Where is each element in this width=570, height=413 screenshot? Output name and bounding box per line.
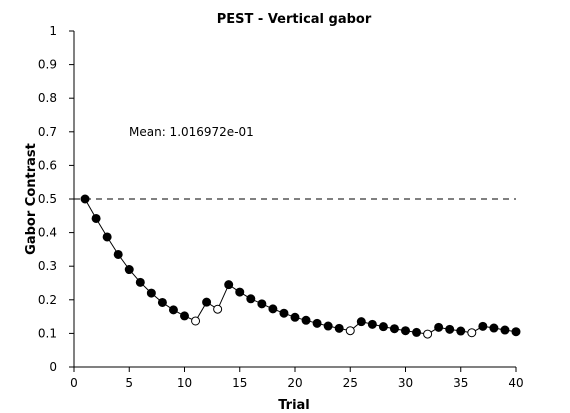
data-point [500,325,510,335]
data-point [478,321,488,331]
data-point-open [423,329,433,339]
data-point [279,308,289,318]
x-tick-label: 40 [508,376,523,390]
y-tick-label: 0.2 [38,293,57,307]
data-point [412,327,422,337]
x-tick-label: 20 [287,376,302,390]
y-tick-label: 0.8 [38,91,57,105]
data-point-open [467,328,477,338]
data-point [124,265,134,275]
data-point [434,322,444,332]
x-tick-label: 25 [343,376,358,390]
y-tick-label: 0.1 [38,326,57,340]
data-point [202,297,212,307]
x-axis-label: Trial [278,398,310,413]
data-point [246,294,256,304]
data-point [456,326,466,336]
y-tick-label: 1 [49,24,57,38]
data-point [268,304,278,314]
data-point [224,280,234,290]
data-point [389,324,399,334]
series-line [84,198,517,335]
data-point [135,277,145,287]
data-point [511,327,521,337]
data-point [323,321,333,331]
data-point [334,323,344,333]
x-tick-label: 10 [177,376,192,390]
x-tick-label: 15 [232,376,247,390]
data-point [113,249,123,259]
data-point-open [213,304,223,314]
data-point [80,194,90,204]
y-tick-label: 0 [49,360,57,374]
data-point [367,319,377,329]
y-axis-label: Gabor Contrast [24,143,39,255]
x-tick-label: 35 [453,376,468,390]
chart-title: PEST - Vertical gabor [217,12,372,27]
data-point [312,318,322,328]
data-point [168,305,178,315]
x-tick-label: 5 [125,376,133,390]
data-point [180,311,189,321]
data-point-open [191,316,201,326]
x-tick-label: 0 [70,376,78,390]
data-point [102,232,112,242]
data-point [235,287,245,297]
data-point [146,288,156,298]
data-point [356,317,366,327]
plot-area: 00.10.20.30.40.50.60.70.80.910 5 10 15 20 25 3… [38,24,524,390]
x-tick-label: 30 [398,376,413,390]
data-point [257,299,267,309]
data-point [301,315,311,325]
data-point [157,297,167,307]
data-point [445,324,455,334]
data-point [489,323,499,333]
y-tick-label: 0.7 [38,125,57,139]
y-tick-label: 0.6 [38,158,57,172]
mean-annotation: Mean: 1.016972e-01 [129,125,254,139]
data-point [378,322,388,332]
data-point [290,312,300,322]
y-tick-label: 0.9 [38,58,57,72]
data-point [91,213,101,223]
y-tick-label: 0.4 [38,226,57,240]
data-point-open [345,326,355,336]
y-tick-label: 0.5 [38,192,57,206]
data-point [401,326,410,336]
y-tick-label: 0.3 [38,259,57,273]
